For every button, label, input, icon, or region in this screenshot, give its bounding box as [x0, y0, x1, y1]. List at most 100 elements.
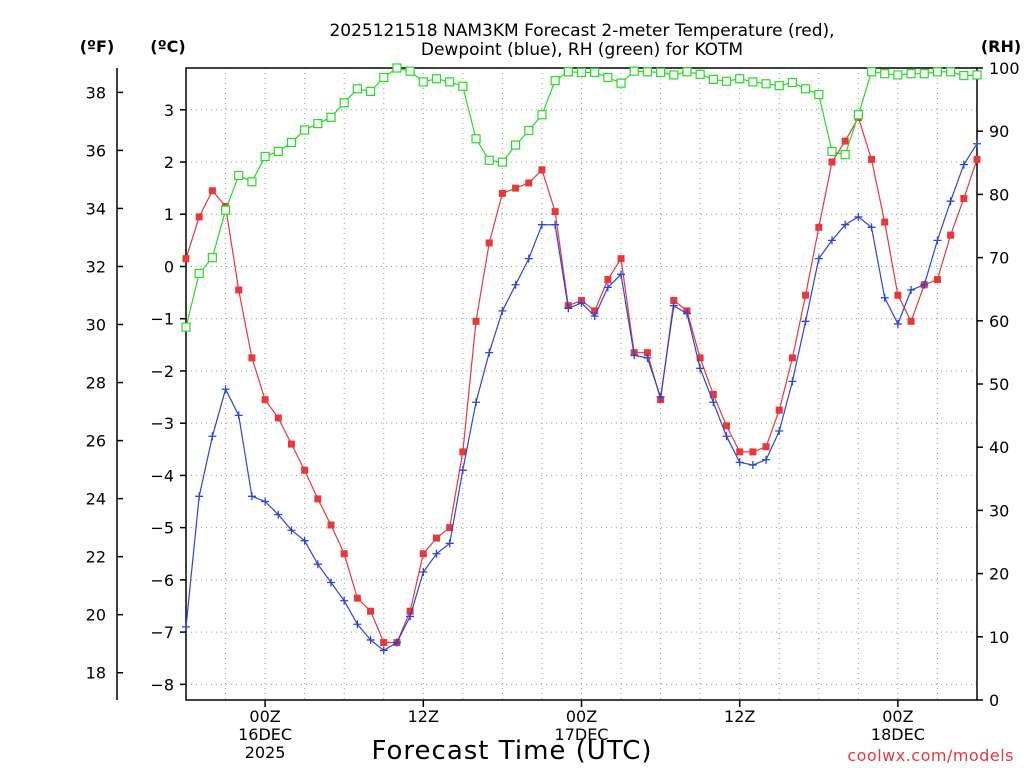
temperature-point — [525, 179, 533, 187]
dewpoint-point — [247, 492, 256, 501]
temperature-point — [208, 187, 216, 195]
temperature-point — [881, 218, 889, 226]
rh-point — [207, 253, 217, 263]
rh-point — [774, 81, 784, 91]
fahrenheit-unit-label: (ºF) — [80, 37, 115, 56]
rh-point — [590, 67, 600, 78]
celsius-unit-label: (ºC) — [150, 37, 185, 56]
temperature-point — [485, 239, 493, 247]
rh-point — [695, 69, 705, 79]
rh-point — [682, 67, 692, 77]
dewpoint-point — [973, 139, 981, 148]
rh-point — [392, 63, 402, 73]
dewpoint-point — [656, 393, 665, 402]
dewpoint-point — [432, 549, 441, 558]
dewpoint-point — [827, 236, 836, 245]
rh-tick-label: 90 — [989, 122, 1009, 141]
rh-point — [787, 77, 798, 88]
temperature-point — [643, 349, 651, 357]
axes: 3210−1−2−3−4−5−6−7−838363432302826242220… — [86, 59, 1020, 762]
rh-point — [445, 77, 455, 87]
temperature-point — [235, 286, 243, 294]
temperature-point — [775, 406, 783, 414]
dewpoint-point — [841, 220, 850, 229]
dewpoint-point — [274, 510, 283, 519]
rh-point — [932, 67, 943, 77]
dewpoint-point — [353, 620, 362, 629]
rh-point — [431, 74, 442, 84]
fahrenheit-tick-label: 18 — [86, 664, 106, 683]
celsius-tick-label: −6 — [150, 571, 174, 590]
series-rh — [181, 63, 982, 332]
rh-point — [339, 98, 349, 108]
temperature-point — [762, 443, 770, 451]
dewpoint-point — [682, 309, 691, 318]
rh-point — [300, 125, 310, 135]
labels: 2025121518 NAM3KM Forecast 2-meter Tempe… — [80, 21, 1021, 766]
dewpoint-point — [340, 596, 349, 605]
rh-point — [866, 67, 877, 77]
temperature-point — [815, 223, 823, 231]
rh-point — [181, 322, 191, 332]
dewpoint-point — [511, 280, 520, 289]
dewpoint-point — [551, 220, 560, 229]
celsius-tick-label: −2 — [150, 362, 174, 381]
temperature-point — [591, 307, 599, 315]
temperature-point — [367, 607, 375, 615]
dewpoint-point — [577, 299, 586, 308]
temperature-point — [353, 594, 361, 602]
dewpoint-point — [748, 460, 757, 469]
temperature-point — [749, 448, 757, 456]
temperature-point — [696, 354, 704, 362]
temperature-point — [802, 291, 810, 299]
rh-point — [616, 78, 626, 88]
dewpoint-point — [195, 492, 204, 501]
dewpoint-point — [696, 364, 705, 373]
celsius-tick-label: −4 — [150, 466, 174, 485]
dewpoint-point — [907, 285, 916, 294]
celsius-tick-label: −1 — [150, 310, 174, 329]
rh-point — [946, 67, 956, 77]
rh-point — [234, 170, 244, 181]
rh-point — [379, 72, 389, 83]
temperature-point — [340, 550, 348, 558]
dewpoint-point — [392, 638, 401, 647]
dewpoint-point — [537, 220, 546, 229]
rh-tick-label: 40 — [989, 438, 1009, 457]
temperature-point — [788, 354, 796, 362]
temperature-point — [459, 448, 467, 456]
rh-tick-label: 0 — [989, 691, 999, 710]
dewpoint-point — [617, 270, 626, 279]
rh-point — [220, 205, 231, 215]
temperature-point — [406, 607, 414, 615]
dewpoint-point — [564, 304, 573, 313]
x-tick-label: 18DEC — [871, 725, 925, 744]
temperature-point — [472, 317, 480, 325]
temperature-point — [670, 296, 678, 304]
rh-point — [405, 66, 415, 76]
rh-point — [563, 67, 573, 77]
dewpoint-point — [867, 223, 876, 232]
dewpoint-point — [933, 236, 942, 245]
rh-point — [748, 77, 758, 87]
dewpoint-point — [485, 348, 494, 357]
temperature-point — [973, 155, 981, 163]
x-tick-label: 12Z — [408, 707, 439, 726]
rh-point — [959, 70, 969, 81]
dewpoint-point — [419, 568, 428, 577]
temperature-point — [947, 231, 955, 239]
rh-point — [418, 77, 428, 87]
dewpoint-point — [498, 306, 507, 315]
celsius-tick-label: −8 — [150, 675, 174, 694]
fahrenheit-tick-label: 22 — [86, 548, 106, 567]
temperature-point — [287, 440, 295, 448]
rh-tick-label: 60 — [989, 312, 1009, 331]
rh-point — [761, 79, 771, 89]
rh-point — [247, 177, 257, 187]
rh-point — [458, 81, 468, 91]
temperature-point — [907, 317, 915, 325]
temperature-point — [538, 166, 546, 174]
rh-point — [550, 76, 560, 86]
celsius-tick-label: −7 — [150, 623, 174, 642]
